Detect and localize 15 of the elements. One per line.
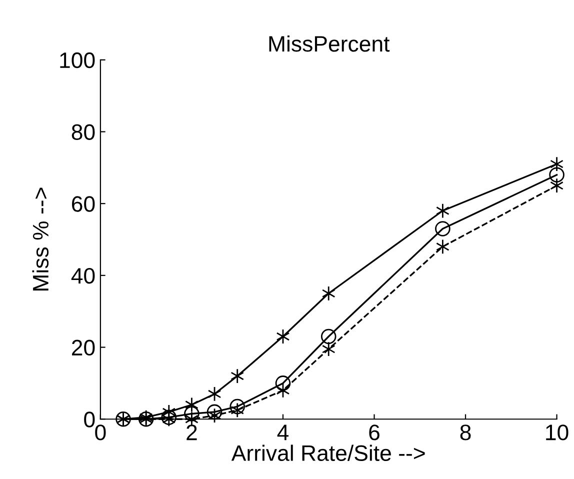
x-tick-label: 2 [186,424,197,440]
y-tick-label: 80 [72,124,95,140]
y-tick-label: 60 [72,196,95,212]
y-tick-label: 20 [72,340,95,356]
y-tick-label: 40 [71,268,95,284]
y-tick-label: 100 [60,52,95,68]
x-tick-label: 4 [277,424,289,440]
x-tick-label: 6 [369,424,380,440]
x-tick-label: 0 [95,424,106,440]
y-tick-label: 0 [84,412,95,428]
chart-title: MissPercent [269,35,390,52]
y-axis-title: Miss % --> [32,188,49,290]
x-axis-title: Arrival Rate/Site --> [231,444,425,462]
x-tick-label: 10 [546,424,568,440]
x-tick-label: 8 [460,424,471,440]
